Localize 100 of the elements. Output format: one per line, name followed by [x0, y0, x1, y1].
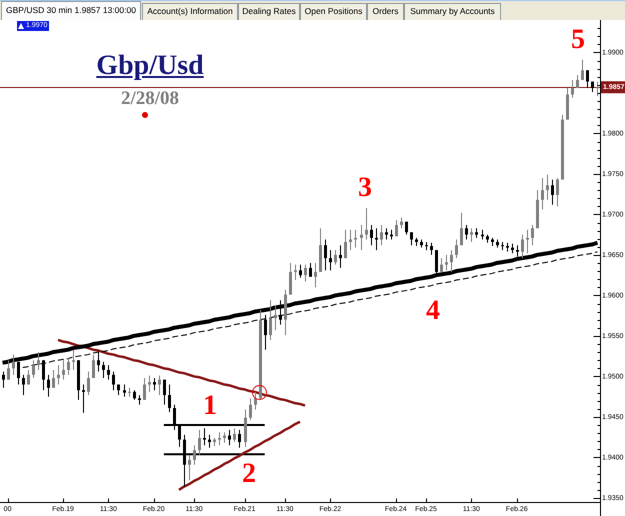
candlestick: [526, 229, 529, 254]
candlestick: [203, 428, 206, 446]
candlestick: [546, 174, 549, 200]
candlestick: [475, 228, 478, 238]
tab[interactable]: Summary by Accounts: [404, 3, 501, 20]
candlestick: [269, 300, 272, 340]
candlestick: [57, 364, 60, 386]
annotation: 5: [571, 24, 585, 55]
candlestick: [102, 361, 105, 379]
candlestick: [395, 220, 398, 237]
candlestick: [390, 229, 393, 240]
candlestick: [314, 262, 317, 288]
candlestick: [198, 429, 201, 456]
candlestick: [380, 224, 383, 246]
candlestick: [354, 229, 357, 248]
candlestick: [148, 375, 151, 392]
candlestick: [37, 352, 40, 370]
candlestick: [52, 369, 55, 388]
candlestick: [360, 224, 363, 251]
candlestick: [233, 428, 236, 443]
candlestick: [193, 444, 196, 466]
candlestick: [551, 179, 554, 206]
tab[interactable]: Open Positions: [300, 3, 367, 20]
candlestick: [112, 371, 115, 391]
candlestick: [531, 224, 534, 246]
candlestick: [133, 390, 136, 400]
candlestick: [168, 384, 171, 413]
tab[interactable]: Account(s) Information: [142, 3, 238, 20]
candlestick: [304, 264, 307, 282]
candlestick: [400, 217, 403, 229]
candlestick: [138, 394, 141, 406]
candlestick: [188, 454, 191, 481]
candlestick: [576, 74, 579, 89]
candlestick: [329, 250, 332, 271]
candlestick: [460, 212, 463, 246]
candlestick: [349, 229, 352, 251]
candlestick: [12, 354, 15, 376]
tab[interactable]: GBP/USD 30 min 1.9857 13:00:00: [1, 1, 141, 20]
candlestick: [481, 229, 484, 240]
candlestick: [440, 258, 443, 272]
candlestick: [450, 250, 453, 272]
candlestick: [274, 304, 277, 331]
annotation: 4: [426, 295, 440, 326]
tab[interactable]: Orders: [367, 3, 404, 20]
candlestick: [516, 244, 519, 258]
candlestick: [591, 81, 594, 93]
candlestick: [334, 250, 337, 266]
candlestick: [163, 379, 166, 406]
candlestick: [511, 243, 514, 254]
candlestick: [385, 228, 388, 240]
candlestick: [82, 384, 85, 414]
candlestick: [596, 81, 599, 97]
candlestick: [218, 432, 221, 446]
candlestick: [541, 177, 544, 210]
candlestick: [62, 360, 65, 380]
candlestick: [208, 434, 211, 448]
candlestick: [465, 224, 468, 240]
candlestick: [117, 384, 120, 396]
candlestick: [228, 429, 231, 446]
candlestick: [279, 300, 282, 326]
candlestick: [107, 364, 110, 380]
tab[interactable]: Dealing Rates: [238, 3, 300, 20]
candlestick: [556, 177, 559, 207]
candlestick: [430, 242, 433, 256]
candlestick: [309, 262, 312, 278]
candlestick: [410, 232, 413, 246]
candlestick: [375, 228, 378, 251]
candlestick: [470, 228, 473, 242]
candlestick: [7, 360, 10, 380]
candlestick: [238, 429, 241, 448]
candlestick: [435, 250, 438, 276]
text: 2/28/08: [120, 88, 180, 110]
candlestick: [581, 59, 584, 80]
candlestick: [289, 262, 292, 296]
candlestick: [32, 360, 35, 379]
candlestick: [586, 70, 589, 89]
candlestick: [153, 378, 156, 391]
candlestick: [249, 398, 252, 421]
candlestick: [27, 369, 30, 386]
candlestick: [254, 391, 257, 410]
candlestick: [370, 224, 373, 246]
candlestick: [294, 264, 297, 281]
candlestick: [445, 254, 448, 271]
candlestick: [47, 374, 50, 398]
candlestick: [67, 357, 70, 376]
text: Gbp/Usd: [96, 50, 204, 82]
annotation: 3: [358, 172, 372, 203]
annotation: 2: [242, 458, 256, 489]
candlestick: [571, 79, 574, 98]
candlestick: [344, 229, 347, 259]
candlestick: [123, 384, 126, 398]
candlestick: [223, 432, 226, 444]
candlestick: [405, 221, 408, 236]
candlestick: [339, 244, 342, 268]
candlestick: [143, 378, 146, 400]
candlestick: [87, 371, 90, 396]
candlestick: [264, 314, 267, 350]
candlestick: [2, 371, 5, 388]
candlestick: [72, 349, 75, 370]
candlestick: [158, 375, 161, 396]
